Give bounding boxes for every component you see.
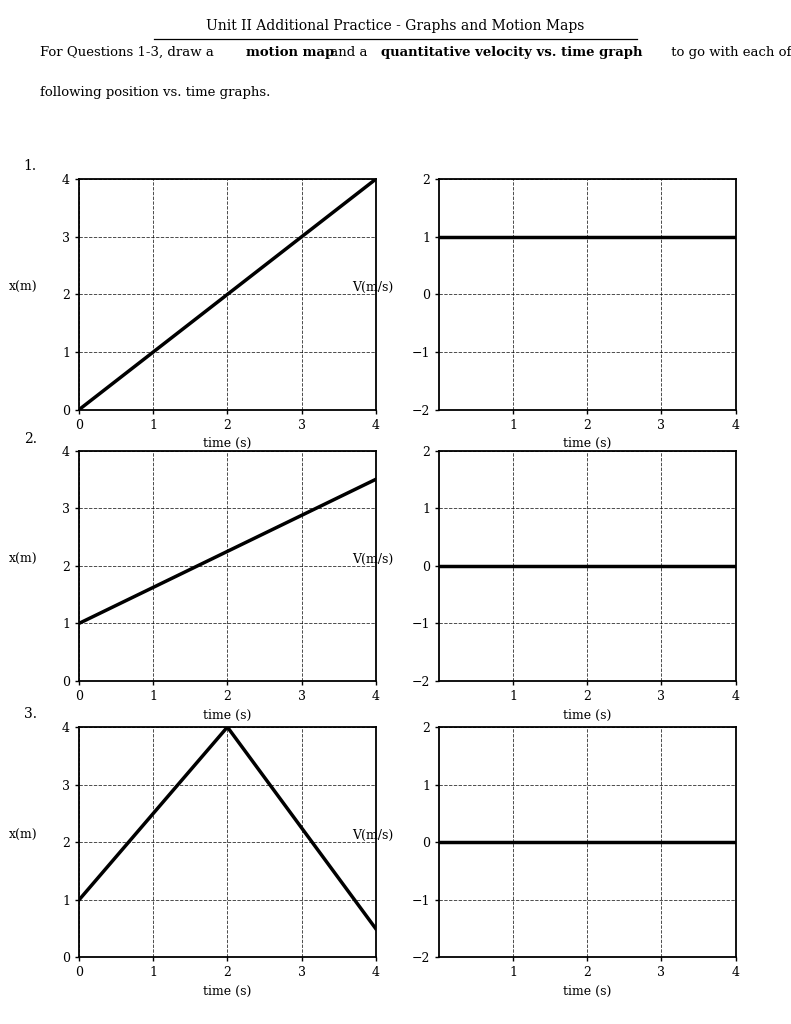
Y-axis label: V(m/s): V(m/s) [352,282,393,295]
Text: Unit II Additional Practice - Graphs and Motion Maps: Unit II Additional Practice - Graphs and… [206,18,585,33]
Text: following position vs. time graphs.: following position vs. time graphs. [40,86,270,99]
Text: quantitative velocity vs. time graph: quantitative velocity vs. time graph [381,46,642,59]
Text: For Questions 1-3, draw a: For Questions 1-3, draw a [40,46,218,59]
Text: to go with each of the: to go with each of the [667,46,791,59]
Y-axis label: x(m): x(m) [9,282,37,295]
X-axis label: time (s): time (s) [563,437,611,451]
Y-axis label: V(m/s): V(m/s) [352,553,393,565]
X-axis label: time (s): time (s) [563,709,611,722]
X-axis label: time (s): time (s) [203,437,252,451]
Text: 1.: 1. [24,159,37,173]
Text: motion map: motion map [246,46,335,59]
Y-axis label: x(m): x(m) [9,829,37,842]
Y-axis label: x(m): x(m) [9,553,37,565]
Text: 2.: 2. [24,432,36,446]
Text: and a: and a [326,46,371,59]
X-axis label: time (s): time (s) [203,709,252,722]
X-axis label: time (s): time (s) [563,985,611,998]
Text: 3.: 3. [24,707,36,721]
Y-axis label: V(m/s): V(m/s) [352,829,393,842]
X-axis label: time (s): time (s) [203,985,252,998]
